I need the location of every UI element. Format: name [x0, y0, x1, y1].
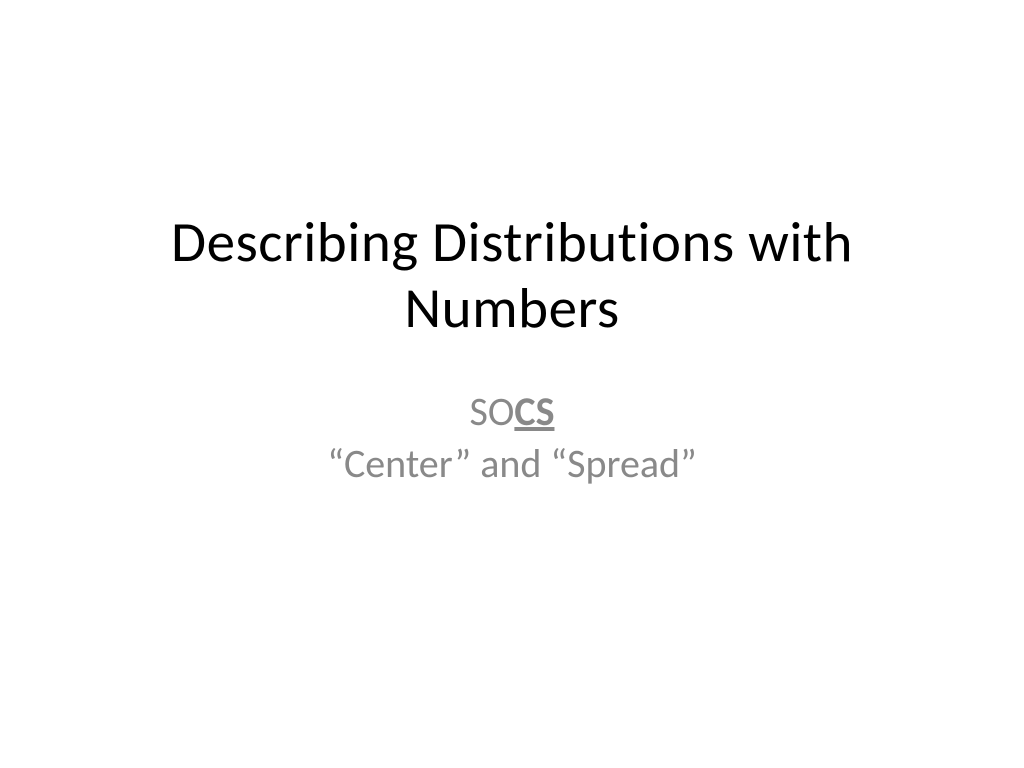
subtitle-line-1: SOCS: [327, 387, 697, 437]
subtitle-line-2: “Center” and “Spread”: [327, 439, 697, 489]
subtitle-cs-text: CS: [514, 387, 554, 436]
slide-container: Describing Distributions with Numbers SO…: [0, 0, 1024, 768]
slide-title: Describing Distributions with Numbers: [72, 210, 952, 341]
subtitle-group: SOCS “Center” and “Spread”: [327, 387, 697, 489]
subtitle-so-text: SO: [470, 387, 515, 436]
